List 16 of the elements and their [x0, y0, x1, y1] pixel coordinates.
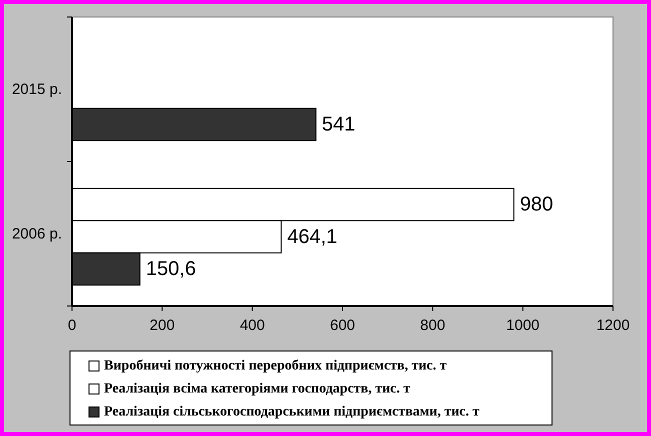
x-tick-label: 1200 — [596, 317, 630, 334]
x-tick-label: 800 — [420, 317, 446, 334]
data-label: 541 — [322, 113, 356, 136]
x-tick-label: 1000 — [506, 317, 540, 334]
data-label: 464,1 — [287, 226, 338, 248]
x-tick-label: 400 — [240, 317, 265, 334]
legend-label: Реалізація всіма категоріями господарств, тис. т — [104, 382, 410, 396]
x-tick-label: 200 — [150, 317, 175, 334]
legend-label: Виробничі потужності переробних підприємств, тис. т — [104, 358, 447, 374]
y-tick-label: 2006 р. — [12, 225, 62, 242]
data-label: 150,6 — [146, 258, 196, 280]
data-label: 980 — [520, 194, 554, 216]
x-tick-label: 600 — [330, 317, 356, 334]
legend-label: Реалізація сільськогосподарськими підприємствами, тис. т — [104, 404, 480, 420]
y-tick-label: 2015 р. — [12, 80, 62, 98]
x-tick-label: 0 — [68, 317, 76, 334]
